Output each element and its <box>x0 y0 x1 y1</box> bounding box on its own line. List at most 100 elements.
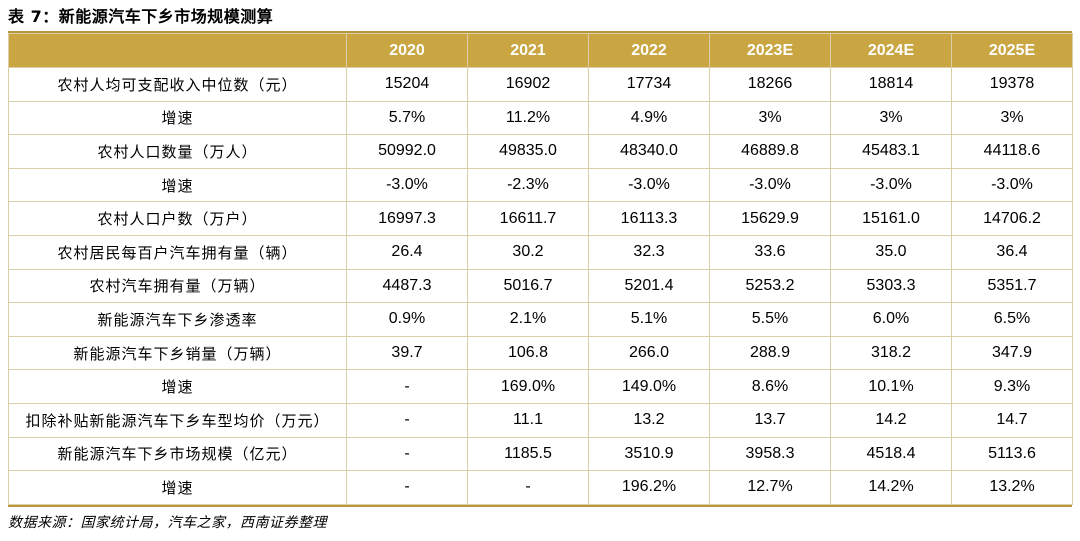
value-cell: 1185.5 <box>467 436 589 472</box>
value-cell: 6.5% <box>951 302 1073 337</box>
value-cell: 4518.4 <box>830 436 952 472</box>
value-cell: 6.0% <box>830 302 952 337</box>
row-label-cell: 扣除补贴新能源汽车下乡车型均价（万元） <box>8 402 347 438</box>
header-corner-cell <box>8 33 347 68</box>
header-year-cell: 2023E <box>709 33 831 68</box>
value-cell: 39.7 <box>346 335 468 371</box>
source-note: 数据来源：国家统计局，汽车之家，西南证券整理 <box>8 515 327 531</box>
value-cell: 3% <box>951 100 1073 136</box>
top-rule <box>8 31 1072 33</box>
value-cell: 5.7% <box>346 100 468 136</box>
row-label-cell: 增速 <box>8 369 347 404</box>
value-cell: 15204 <box>346 67 468 102</box>
header-row: 2020 2021 2022 2023E 2024E 2025E <box>8 33 1073 68</box>
value-cell: 15629.9 <box>709 201 831 236</box>
value-cell: 19378 <box>951 67 1073 102</box>
value-cell: 13.2% <box>951 470 1073 505</box>
value-cell: 18266 <box>709 67 831 102</box>
row-label-cell: 增速 <box>8 167 347 203</box>
value-cell: 4.9% <box>588 100 710 136</box>
header-year-cell: 2021 <box>467 33 589 68</box>
value-cell: 3% <box>830 100 952 136</box>
table-row: 农村人口数量（万人） 50992.0 49835.0 48340.0 46889.8 45… <box>8 134 1073 169</box>
value-cell: 196.2% <box>588 470 710 505</box>
value-cell: 16611.7 <box>467 201 589 236</box>
table-row: 新能源汽车下乡渗透率 0.9% 2.1% 5.1% 5.5% 6.0% 6.5% <box>8 302 1073 337</box>
value-cell: 18814 <box>830 67 952 102</box>
value-cell: 16113.3 <box>588 201 710 236</box>
value-cell: - <box>346 470 468 505</box>
value-cell: 5016.7 <box>467 268 589 304</box>
row-label-cell: 新能源汽车下乡市场规模（亿元） <box>8 436 347 472</box>
table-row: 农村人均可支配收入中位数（元） 15204 16902 17734 18266 18814… <box>8 67 1073 102</box>
value-cell: 50992.0 <box>346 134 468 169</box>
value-cell: 2.1% <box>467 302 589 337</box>
table-body: 农村人均可支配收入中位数（元） 15204 16902 17734 18266 18814… <box>8 67 1073 505</box>
value-cell: 35.0 <box>830 234 952 270</box>
value-cell: 3510.9 <box>588 436 710 472</box>
row-label-cell: 新能源汽车下乡渗透率 <box>8 302 347 337</box>
value-cell: - <box>346 436 468 472</box>
row-label-cell: 农村汽车拥有量（万辆） <box>8 268 347 304</box>
value-cell: 9.3% <box>951 369 1073 404</box>
value-cell: - <box>467 470 589 505</box>
value-cell: 16902 <box>467 67 589 102</box>
value-cell: 49835.0 <box>467 134 589 169</box>
table-row: 农村汽车拥有量（万辆） 4487.3 5016.7 5201.4 5253.2 5303.… <box>8 268 1073 304</box>
value-cell: 26.4 <box>346 234 468 270</box>
bottom-rule <box>8 505 1072 507</box>
value-cell: 5253.2 <box>709 268 831 304</box>
value-cell: -3.0% <box>588 167 710 203</box>
value-cell: 46889.8 <box>709 134 831 169</box>
value-cell: 5303.3 <box>830 268 952 304</box>
value-cell: 266.0 <box>588 335 710 371</box>
table-row: 增速 -169.0% 149.0% 8.6% 10.1% 9.3% <box>8 369 1073 404</box>
table-row: 增速 5.7% 11.2% 4.9% 3% 3% 3% <box>8 100 1073 136</box>
value-cell: 36.4 <box>951 234 1073 270</box>
value-cell: 44118.6 <box>951 134 1073 169</box>
value-cell: - <box>346 402 468 438</box>
value-cell: - <box>346 369 468 404</box>
value-cell: 16997.3 <box>346 201 468 236</box>
value-cell: -2.3% <box>467 167 589 203</box>
table-row: 农村人口户数（万户） 16997.3 16611.7 16113.3 15629.9 15… <box>8 201 1073 236</box>
value-cell: 8.6% <box>709 369 831 404</box>
row-label-cell: 农村人口数量（万人） <box>8 134 347 169</box>
value-cell: 11.2% <box>467 100 589 136</box>
value-cell: 5.5% <box>709 302 831 337</box>
value-cell: 45483.1 <box>830 134 952 169</box>
value-cell: 5.1% <box>588 302 710 337</box>
table-row: 增速 -3.0% -2.3% -3.0% -3.0% -3.0% -3.0% <box>8 167 1073 203</box>
table-row: 农村居民每百户汽车拥有量（辆） 26.4 30.2 32.3 33.6 35.0 36.4 <box>8 234 1073 270</box>
row-label-cell: 农村居民每百户汽车拥有量（辆） <box>8 234 347 270</box>
value-cell: 3% <box>709 100 831 136</box>
table-title: 表 7：新能源汽车下乡市场规模测算 <box>8 7 274 26</box>
value-cell: 33.6 <box>709 234 831 270</box>
value-cell: -3.0% <box>951 167 1073 203</box>
value-cell: 3958.3 <box>709 436 831 472</box>
value-cell: 30.2 <box>467 234 589 270</box>
value-cell: -3.0% <box>709 167 831 203</box>
header-year-cell: 2022 <box>588 33 710 68</box>
value-cell: 14.2 <box>830 402 952 438</box>
value-cell: 0.9% <box>346 302 468 337</box>
value-cell: 10.1% <box>830 369 952 404</box>
value-cell: 17734 <box>588 67 710 102</box>
table-row: 扣除补贴新能源汽车下乡车型均价（万元） -11.1 13.2 13.7 14.2 14.7 <box>8 402 1073 438</box>
row-label-cell: 增速 <box>8 470 347 505</box>
table-row: 新能源汽车下乡市场规模（亿元） -1185.5 3510.9 3958.3 4518.4… <box>8 436 1073 472</box>
value-cell: 48340.0 <box>588 134 710 169</box>
value-cell: 5113.6 <box>951 436 1073 472</box>
value-cell: -3.0% <box>346 167 468 203</box>
value-cell: 5351.7 <box>951 268 1073 304</box>
value-cell: 14.2% <box>830 470 952 505</box>
header-year-cell: 2024E <box>830 33 952 68</box>
header-year-cell: 2025E <box>951 33 1073 68</box>
table-row: 新能源汽车下乡销量（万辆） 39.7 106.8 266.0 288.9 318.2 347… <box>8 335 1073 371</box>
row-label-cell: 新能源汽车下乡销量（万辆） <box>8 335 347 371</box>
value-cell: 347.9 <box>951 335 1073 371</box>
value-cell: 13.2 <box>588 402 710 438</box>
value-cell: 14706.2 <box>951 201 1073 236</box>
row-label-cell: 农村人口户数（万户） <box>8 201 347 236</box>
row-label-cell: 农村人均可支配收入中位数（元） <box>8 67 347 102</box>
